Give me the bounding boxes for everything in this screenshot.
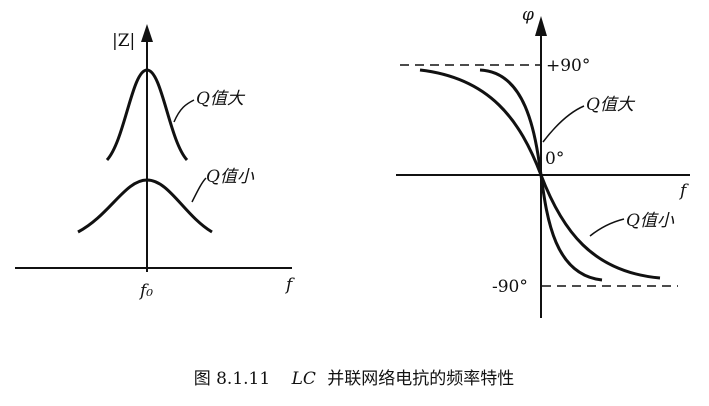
caption-italic: LC <box>291 369 316 389</box>
caption-title: 并联网络电抗的频率特性 <box>327 369 514 389</box>
x-label: f <box>678 181 689 201</box>
high-q-label: Q值大 <box>196 89 246 109</box>
caption-number: 图 8.1.11 <box>194 369 270 389</box>
high-q-curve <box>105 68 189 162</box>
center-label: f₀ <box>138 281 153 301</box>
high-q-label: Q值大 <box>586 95 636 115</box>
caption: 图 8.1.11 LC 并联网络电抗的频率特性 <box>194 369 515 389</box>
impedance-plot: |Z| Q值大 Q值小 f₀ f <box>15 24 295 301</box>
zero-label: 0° <box>545 149 564 169</box>
leader <box>589 218 625 237</box>
arrow <box>535 16 547 36</box>
arrow <box>141 24 153 42</box>
low-q-label: Q值小 <box>626 211 675 231</box>
bottom-label: -90° <box>492 277 528 297</box>
phase-plot: φ +90° Q值大 0° f Q值小 -90° <box>396 5 690 318</box>
y-label: φ <box>522 5 534 25</box>
leader <box>173 99 195 123</box>
low-q-curve <box>77 178 213 234</box>
leader <box>191 177 207 203</box>
x-label: f <box>284 275 295 295</box>
high-q-curve <box>479 68 603 282</box>
low-q-label: Q值小 <box>206 167 255 187</box>
top-label: +90° <box>546 56 590 76</box>
leader <box>542 105 585 143</box>
y-label: |Z| <box>112 31 135 51</box>
